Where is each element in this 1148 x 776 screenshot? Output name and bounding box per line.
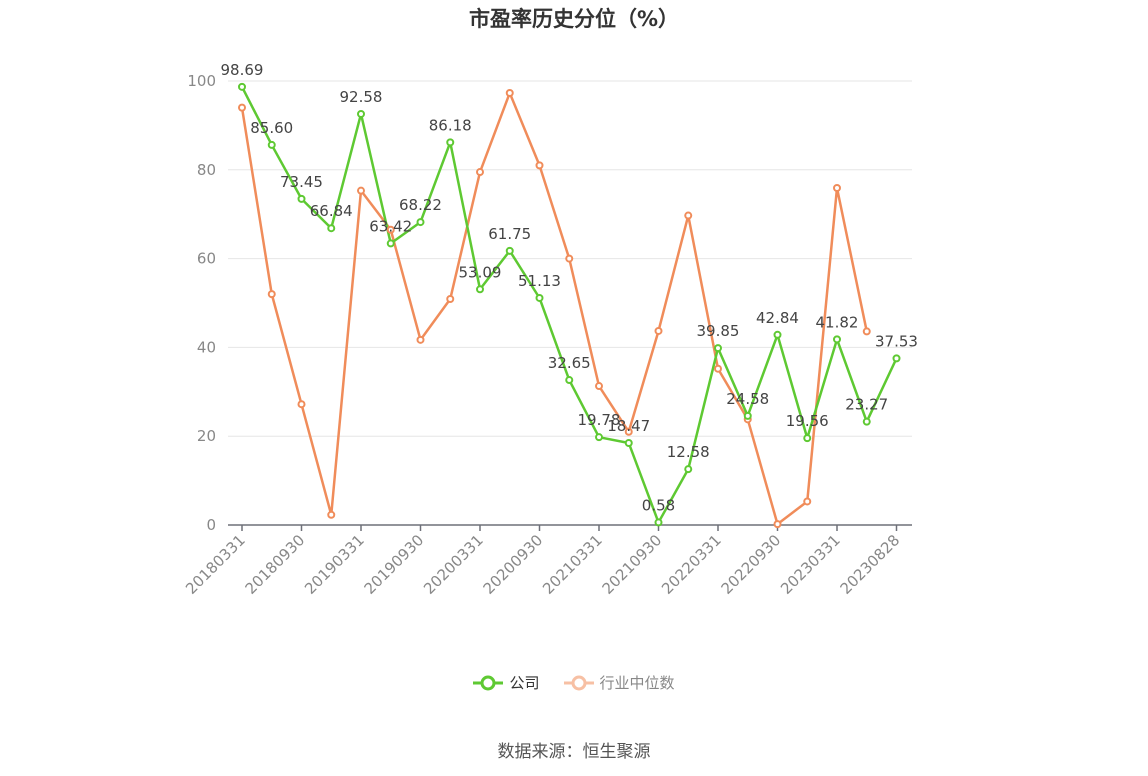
series-point-1 — [327, 510, 336, 519]
series-point-1 — [714, 364, 722, 373]
data-label: 37.53 — [875, 332, 918, 350]
data-source: 数据来源：恒生聚源 — [497, 742, 651, 762]
legend-label-industry-median: 行业中位数 — [599, 674, 675, 692]
series-line-0 — [240, 86, 898, 524]
data-label: 0.58 — [642, 496, 675, 514]
y-tick-label: 100 — [187, 72, 216, 90]
series-point-1 — [357, 186, 365, 195]
data-label: 24.58 — [726, 390, 769, 408]
series-point-0 — [892, 354, 901, 363]
series-point-1 — [476, 168, 484, 177]
data-label: 51.13 — [518, 272, 561, 290]
series-point-1 — [505, 88, 514, 97]
series-point-0 — [297, 194, 306, 203]
series-point-1 — [297, 400, 306, 409]
series-point-1 — [773, 520, 782, 529]
series-point-1 — [654, 326, 663, 335]
data-label: 18.47 — [607, 417, 650, 435]
data-label: 86.18 — [429, 116, 472, 134]
series-point-1 — [535, 161, 544, 170]
data-label: 39.85 — [697, 322, 740, 340]
data-label: 12.58 — [667, 443, 710, 461]
series-point-1 — [238, 103, 246, 112]
series-point-0 — [743, 411, 752, 420]
data-label: 68.22 — [399, 196, 442, 214]
data-label: 66.84 — [310, 202, 353, 220]
series-point-1 — [833, 184, 841, 193]
data-label: 23.27 — [845, 396, 888, 414]
series-line-1 — [240, 91, 868, 526]
series-point-0 — [714, 344, 722, 353]
x-tick-label: 20230828 — [837, 531, 904, 598]
data-label: 98.69 — [221, 61, 264, 79]
y-tick-label: 0 — [206, 516, 216, 534]
series-point-1 — [386, 225, 395, 234]
y-tick-label: 80 — [197, 161, 216, 179]
data-label: 73.45 — [280, 173, 323, 191]
series-point-1 — [595, 382, 603, 391]
legend-line-green-icon — [473, 675, 504, 690]
data-label: 32.65 — [548, 354, 591, 372]
series-point-1 — [624, 427, 633, 436]
series-point-1 — [565, 254, 574, 263]
x-tick-label: 20220331 — [658, 531, 725, 598]
y-tick-label: 60 — [197, 250, 216, 268]
series-point-1 — [862, 327, 871, 336]
series-point-0 — [773, 330, 782, 339]
data-label: 19.78 — [578, 411, 621, 429]
series-point-0 — [476, 285, 484, 294]
legend-item-industry-median[interactable]: 行业中位数 — [563, 672, 675, 693]
series-point-0 — [803, 434, 812, 443]
series-point-0 — [654, 518, 663, 527]
x-tick-label: 20190930 — [361, 531, 428, 598]
x-tick-label: 20210930 — [599, 531, 666, 598]
series-point-0 — [833, 335, 841, 344]
series-point-0 — [327, 224, 336, 233]
series-point-0 — [565, 376, 574, 385]
series-point-0 — [624, 438, 633, 447]
chart-title: 市盈率历史分位（%） — [468, 7, 680, 31]
series-point-0 — [267, 140, 276, 149]
data-label: 61.75 — [488, 225, 531, 243]
legend-label-company: 公司 — [509, 674, 540, 692]
series-point-0 — [386, 239, 395, 248]
series-point-1 — [267, 290, 276, 299]
series-point-0 — [446, 138, 455, 147]
series-point-0 — [238, 82, 246, 91]
data-label: 92.58 — [340, 88, 383, 106]
series-point-0 — [505, 246, 514, 255]
x-tick-label: 20180930 — [242, 531, 309, 598]
data-label: 42.84 — [756, 309, 799, 327]
series-point-1 — [446, 295, 455, 304]
x-tick-label: 20180331 — [182, 531, 249, 598]
series-point-0 — [862, 417, 871, 426]
x-tick-label: 20200331 — [420, 531, 487, 598]
legend: 公司 行业中位数 — [0, 672, 1148, 693]
y-tick-label: 20 — [197, 427, 216, 445]
legend-line-orange-icon — [563, 675, 594, 690]
data-label: 85.60 — [250, 119, 293, 137]
legend-item-company[interactable]: 公司 — [473, 672, 540, 693]
x-tick-label: 20190331 — [301, 531, 368, 598]
data-label: 41.82 — [816, 313, 859, 331]
data-label: 53.09 — [459, 263, 502, 281]
series-point-0 — [595, 433, 603, 442]
x-tick-label: 20220930 — [718, 531, 785, 598]
x-tick-label: 20210331 — [539, 531, 606, 598]
series-point-1 — [684, 211, 693, 220]
series-point-0 — [684, 465, 693, 474]
series-point-1 — [803, 497, 812, 506]
series-point-0 — [535, 293, 544, 302]
data-label: 19.56 — [786, 412, 829, 430]
series-point-1 — [416, 335, 425, 344]
data-label: 63.42 — [369, 217, 412, 235]
series-point-0 — [416, 218, 425, 227]
y-tick-label: 40 — [197, 338, 216, 356]
series-point-0 — [357, 109, 365, 118]
x-tick-label: 20230331 — [777, 531, 844, 598]
x-tick-label: 20200930 — [480, 531, 547, 598]
